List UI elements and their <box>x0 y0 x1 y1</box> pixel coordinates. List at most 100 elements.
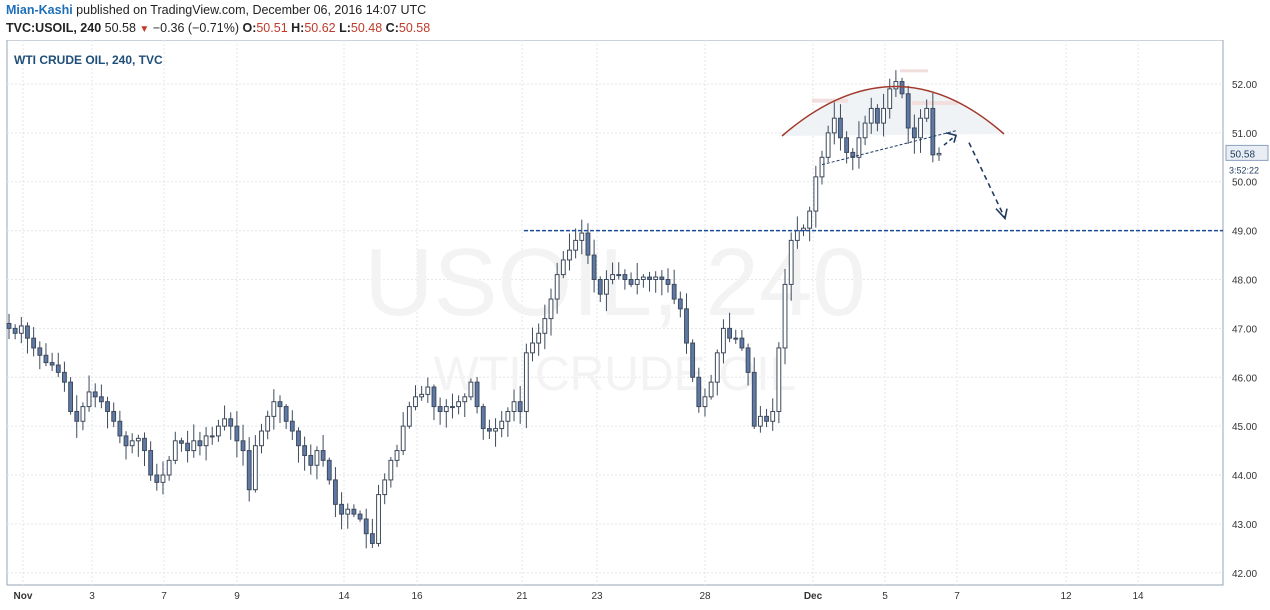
trend-line <box>821 129 958 166</box>
candle-body <box>831 117 837 134</box>
candle-body <box>388 459 394 481</box>
candle-body <box>542 318 548 334</box>
arrow-down-head <box>995 208 1008 221</box>
candle-body <box>604 279 609 295</box>
x-tick-label: 7 <box>161 591 167 602</box>
y-tick-label: 51.00 <box>1232 129 1257 140</box>
candle-body <box>98 396 104 403</box>
candle-body <box>308 454 314 466</box>
candle-body <box>640 276 646 281</box>
x-tick-label: 5 <box>882 591 888 602</box>
price-chart[interactable]: USOIL, 240 WTI CRUDE OIL 52.00 51.00 50.00… <box>0 40 1270 610</box>
candle-body <box>702 396 708 408</box>
candle-body <box>844 137 850 153</box>
candle-body <box>450 406 455 409</box>
candle-body <box>523 352 529 412</box>
candle-body <box>493 428 498 432</box>
candle-body <box>819 156 825 178</box>
candle-body <box>622 274 628 281</box>
rounding-top-fill <box>782 86 1004 136</box>
published-text: published on TradingView.com, December 0… <box>76 3 427 17</box>
high-label: H: <box>291 21 305 35</box>
close-value: 50.58 <box>398 21 431 35</box>
candle-body <box>148 450 154 476</box>
countdown-label: 3:52:22 <box>1229 165 1259 175</box>
arrow-up-head <box>945 132 957 143</box>
candle-body <box>240 440 246 452</box>
candle-body <box>893 81 899 90</box>
candle-body <box>573 239 579 251</box>
candle-body <box>357 513 363 520</box>
x-tick-label: 12 <box>1060 591 1072 602</box>
candle-body <box>443 406 449 412</box>
candle-body <box>43 354 49 364</box>
candle-body <box>875 107 880 124</box>
candle-body <box>6 322 12 329</box>
candle-body <box>289 420 295 432</box>
candle-body <box>468 381 474 398</box>
y-tick-label: 47.00 <box>1232 324 1257 335</box>
ohlc-line: TVC:USOIL, 240 50.58 ▼ −0.36 (−0.71%) O:… <box>6 21 430 35</box>
candle-body <box>376 494 381 544</box>
candle-body <box>764 415 769 422</box>
candle-body <box>117 420 123 437</box>
candle-body <box>25 325 30 339</box>
candle-body <box>80 406 86 422</box>
x-tick-label: 21 <box>516 591 528 602</box>
watermark-text: USOIL, 240 <box>364 229 866 336</box>
candle-body <box>610 274 615 281</box>
candle-body <box>339 503 344 515</box>
x-tick-label: Nov <box>14 591 33 602</box>
candle-body <box>881 107 886 124</box>
candle-body <box>382 479 388 496</box>
rounding-top-arc <box>781 85 1005 137</box>
arrow-down-shaft <box>968 142 1006 219</box>
down-arrow-icon: ▼ <box>139 24 150 35</box>
x-tick-label: 23 <box>591 591 603 602</box>
last-price-box <box>1225 144 1269 161</box>
candle-body <box>326 459 332 481</box>
candle-body <box>825 132 831 158</box>
candle-body <box>665 279 671 285</box>
candle-body <box>49 362 55 366</box>
last-price-label: 50.58 <box>1230 149 1255 160</box>
price-axis[interactable]: 52.00 51.00 50.00 49.00 48.00 47.00 46.00 45.00… <box>1225 80 1269 580</box>
candle-body <box>930 107 936 156</box>
candle-body <box>320 450 326 461</box>
candle-body <box>751 371 757 427</box>
candle-body <box>579 232 585 241</box>
candle-body <box>314 450 320 466</box>
candle-body <box>369 533 375 544</box>
candle-body <box>154 474 160 483</box>
candle-body <box>333 479 338 505</box>
candle-body <box>727 327 733 339</box>
candle-body <box>517 401 523 412</box>
watermark: USOIL, 240 WTI CRUDE OIL <box>364 229 866 401</box>
candle-body <box>413 396 418 408</box>
candle-body <box>511 401 517 412</box>
time-axis[interactable]: Nov 3 7 9 14 16 21 23 28 Dec 5 7 12 14 <box>14 591 1144 602</box>
candle-body <box>31 337 37 349</box>
candle-body <box>259 430 264 447</box>
candle-body <box>431 386 437 408</box>
candle-body <box>616 274 622 277</box>
candle-body <box>456 401 462 408</box>
candle-body <box>160 474 166 483</box>
x-tick-label: 28 <box>699 591 711 602</box>
candle-body <box>757 415 763 427</box>
candle-body <box>905 93 911 129</box>
candle-body <box>659 276 665 281</box>
x-tick-label: 16 <box>411 591 423 602</box>
candle-body <box>690 342 696 378</box>
candle-body <box>222 418 227 427</box>
author-link[interactable]: Mian-Kashi <box>6 3 73 17</box>
plot-area[interactable] <box>6 40 1224 586</box>
candle-body <box>400 425 406 452</box>
candle-body <box>634 279 640 285</box>
candle-body <box>394 450 400 461</box>
candle-body <box>899 81 905 95</box>
candle-body <box>739 337 745 349</box>
candle-body <box>548 298 554 320</box>
candle-body <box>936 152 942 156</box>
candle-body <box>172 440 178 461</box>
